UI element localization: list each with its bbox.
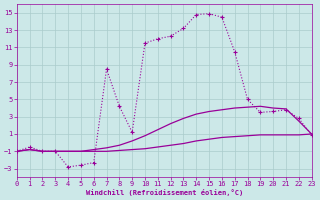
X-axis label: Windchill (Refroidissement éolien,°C): Windchill (Refroidissement éolien,°C) [85,189,243,196]
